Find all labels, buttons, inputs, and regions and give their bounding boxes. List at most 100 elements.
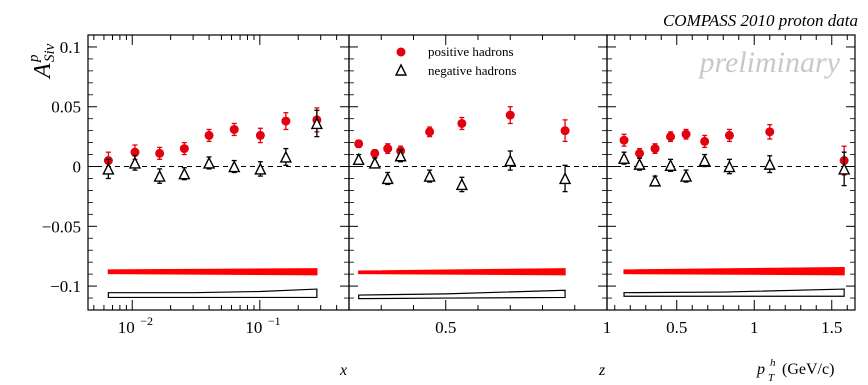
marker-circle bbox=[666, 132, 676, 142]
marker-circle bbox=[229, 124, 239, 134]
marker-triangle bbox=[698, 153, 711, 167]
marker-circle bbox=[130, 147, 140, 157]
data-point-positive bbox=[650, 143, 660, 155]
data-point-negative bbox=[102, 158, 115, 180]
data-point-positive bbox=[179, 141, 189, 156]
marker-triangle bbox=[178, 167, 191, 180]
data-point-positive bbox=[370, 148, 380, 158]
data-point-positive bbox=[619, 133, 629, 147]
x-tick-label: 1 bbox=[603, 318, 612, 337]
data-point-negative bbox=[664, 158, 677, 172]
data-point-negative bbox=[254, 161, 267, 177]
marker-triangle bbox=[455, 177, 469, 191]
y-axis-title: A p Siv bbox=[26, 43, 58, 80]
y-tick-label: 0.05 bbox=[51, 98, 81, 117]
data-point-negative bbox=[352, 152, 365, 166]
marker-triangle bbox=[368, 156, 381, 169]
legend-positive-marker bbox=[396, 47, 406, 57]
marker-circle bbox=[179, 144, 189, 154]
data-point-positive bbox=[681, 128, 691, 140]
systematic-band-negative bbox=[107, 288, 318, 299]
marker-triangle bbox=[381, 171, 394, 185]
marker-circle bbox=[370, 148, 380, 158]
marker-circle bbox=[457, 118, 467, 128]
data-point-positive bbox=[457, 116, 467, 131]
systematic-band-positive bbox=[358, 268, 566, 276]
marker-triangle bbox=[504, 153, 517, 167]
data-point-negative bbox=[504, 150, 517, 171]
data-point-positive bbox=[204, 128, 214, 143]
x-tick-label: 1.5 bbox=[821, 318, 842, 337]
marker-circle bbox=[681, 129, 691, 139]
x-axis-title-z: z bbox=[598, 362, 606, 379]
data-point-negative bbox=[202, 156, 216, 170]
panel-frame bbox=[606, 34, 856, 311]
y-tick-label: −0.05 bbox=[42, 217, 81, 236]
data-point-positive bbox=[724, 128, 734, 143]
data-point-positive bbox=[155, 146, 165, 160]
marker-triangle bbox=[633, 157, 646, 170]
y-tick-label: −0.1 bbox=[50, 277, 81, 296]
marker-triangle bbox=[679, 169, 693, 182]
preliminary-watermark: preliminary bbox=[697, 46, 840, 79]
data-point-negative bbox=[394, 149, 407, 163]
data-point-negative bbox=[279, 147, 292, 166]
data-point-negative bbox=[455, 176, 469, 193]
marker-triangle bbox=[394, 149, 407, 162]
data-point-negative bbox=[178, 167, 191, 181]
data-point-negative bbox=[153, 168, 166, 184]
y-tick-label: 0 bbox=[73, 158, 82, 177]
marker-triangle bbox=[763, 157, 776, 170]
marker-triangle bbox=[648, 174, 662, 187]
data-point-negative bbox=[368, 156, 381, 169]
data-point-positive bbox=[130, 144, 140, 160]
data-point-positive bbox=[635, 147, 645, 159]
data-point-positive bbox=[354, 139, 364, 149]
marker-triangle bbox=[128, 156, 142, 169]
x-tick-label: 0.5 bbox=[666, 318, 687, 337]
data-point-negative bbox=[381, 171, 394, 186]
x-tick-label: 10 bbox=[118, 318, 135, 337]
legend-negative-label: negative hadrons bbox=[428, 63, 516, 78]
data-point-negative bbox=[633, 157, 646, 171]
data-point-negative bbox=[617, 151, 631, 165]
data-point-positive bbox=[383, 143, 393, 155]
marker-circle bbox=[635, 148, 645, 158]
marker-circle bbox=[255, 130, 265, 140]
data-point-negative bbox=[648, 174, 662, 187]
x-axis-title-pt-sub: T bbox=[768, 372, 775, 384]
marker-circle bbox=[155, 148, 165, 158]
chart-title: COMPASS 2010 proton data bbox=[663, 11, 858, 30]
marker-triangle bbox=[723, 159, 736, 173]
x-tick-label: 1 bbox=[750, 318, 759, 337]
data-point-positive bbox=[505, 106, 515, 125]
data-point-negative bbox=[838, 151, 851, 187]
marker-circle bbox=[425, 127, 435, 137]
systematic-band-negative bbox=[358, 289, 566, 300]
data-point-negative bbox=[423, 169, 436, 183]
marker-triangle bbox=[228, 159, 241, 173]
x-axis-title-pt-unit: (GeV/c) bbox=[782, 361, 834, 378]
data-point-negative bbox=[128, 155, 142, 171]
marker-triangle bbox=[558, 171, 572, 185]
marker-triangle bbox=[423, 169, 436, 182]
marker-circle bbox=[281, 116, 291, 126]
data-point-positive bbox=[666, 131, 676, 143]
x-tick-label: 0.5 bbox=[435, 318, 456, 337]
marker-circle bbox=[354, 139, 364, 149]
marker-circle bbox=[560, 126, 570, 136]
marker-circle bbox=[724, 130, 734, 140]
x-axis-title-x: x bbox=[339, 362, 347, 379]
x-axis-title-pt-sup: h bbox=[770, 357, 776, 369]
marker-circle bbox=[765, 127, 775, 137]
marker-triangle bbox=[153, 169, 166, 182]
data-point-negative bbox=[679, 169, 693, 183]
legend-positive-label: positive hadrons bbox=[428, 44, 514, 59]
x-axis-title-pt-main: p bbox=[756, 361, 765, 378]
y-axis-title-sub: Siv bbox=[42, 43, 58, 62]
y-axis-title-main: A bbox=[30, 63, 56, 80]
marker-circle bbox=[505, 110, 515, 120]
marker-circle bbox=[204, 130, 214, 140]
data-point-positive bbox=[560, 119, 570, 143]
